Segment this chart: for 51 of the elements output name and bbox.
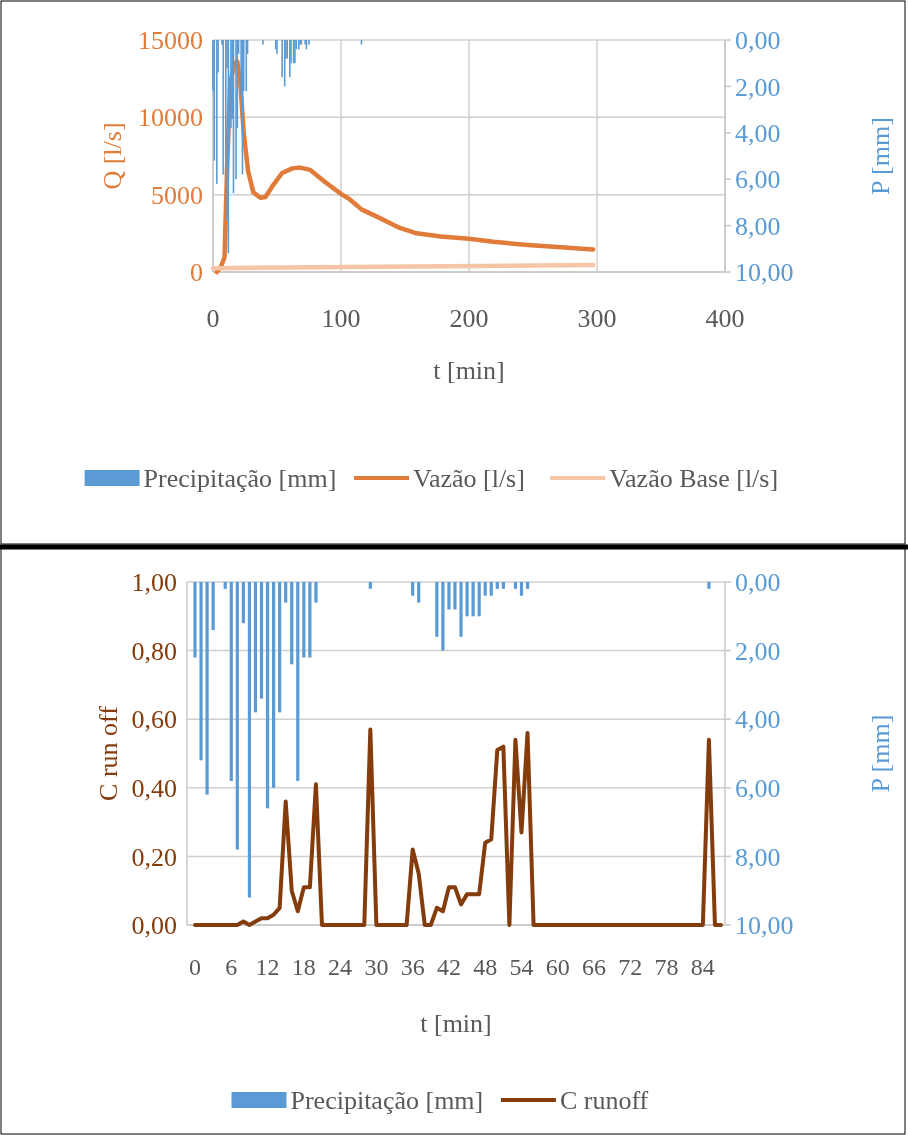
y2-tick-label: 6,00 <box>735 773 781 803</box>
x-tick-label: 12 <box>255 954 280 981</box>
y-axis-title: C run off <box>94 705 124 801</box>
y2-tick-label: 8,00 <box>735 842 781 872</box>
y2-axis-title: P [mm] <box>866 117 896 195</box>
y2-tick-label: 0,00 <box>735 26 781 56</box>
x-tick-label: 200 <box>449 304 489 334</box>
x-tick-label: 78 <box>654 954 679 981</box>
x-tick-label: 18 <box>291 954 316 981</box>
x-tick-label: 24 <box>328 954 353 981</box>
y-tick-label: 0,00 <box>131 911 177 941</box>
legend-label: Vazão Base [l/s] <box>609 464 779 494</box>
y2-tick-label: 2,00 <box>735 72 781 102</box>
y2-tick-label: 10,00 <box>735 911 794 941</box>
y2-axis-title: P [mm] <box>866 714 896 793</box>
y2-tick-label: 0,00 <box>735 568 781 598</box>
x-tick-label: 100 <box>321 304 361 334</box>
y-tick-label: 0,60 <box>131 705 177 735</box>
x-tick-label: 60 <box>545 954 570 981</box>
y-tick-label: 0,40 <box>131 773 177 803</box>
y2-tick-label: 4,00 <box>735 705 781 735</box>
y-axis-title: Q [l/s] <box>98 122 128 190</box>
x-tick-label: 42 <box>436 954 461 981</box>
y-tick-label: 10000 <box>138 103 203 133</box>
x-tick-label: 30 <box>364 954 389 981</box>
legend-label: C runoff <box>559 1086 649 1116</box>
y2-tick-label: 10,00 <box>735 258 794 288</box>
y2-tick-label: 8,00 <box>735 211 781 241</box>
legend-label: Precipitação [mm] <box>290 1086 484 1116</box>
x-tick-label: 6 <box>225 954 238 981</box>
x-axis-title: t [min] <box>420 1009 492 1039</box>
legend-label: Vazão [l/s] <box>413 464 525 494</box>
y-tick-label: 0 <box>190 258 203 288</box>
y-tick-label: 0,80 <box>131 636 177 666</box>
legend-label: Precipitação [mm] <box>143 464 337 494</box>
y-tick-label: 0,20 <box>131 842 177 872</box>
x-tick-label: 66 <box>582 954 607 981</box>
y-tick-label: 15000 <box>138 26 203 56</box>
x-tick-label: 300 <box>577 304 617 334</box>
x-tick-label: 48 <box>473 954 498 981</box>
x-axis-title: t [min] <box>433 356 505 386</box>
x-tick-label: 400 <box>705 304 745 334</box>
y2-tick-label: 2,00 <box>735 636 781 666</box>
y2-tick-label: 4,00 <box>735 118 781 148</box>
y-tick-label: 5000 <box>151 180 203 210</box>
y2-tick-label: 6,00 <box>735 165 781 195</box>
y-tick-label: 1,00 <box>131 568 177 598</box>
x-tick-label: 54 <box>509 954 534 981</box>
x-tick-label: 36 <box>400 954 425 981</box>
x-tick-label: 72 <box>618 954 643 981</box>
x-tick-label: 84 <box>690 954 715 981</box>
